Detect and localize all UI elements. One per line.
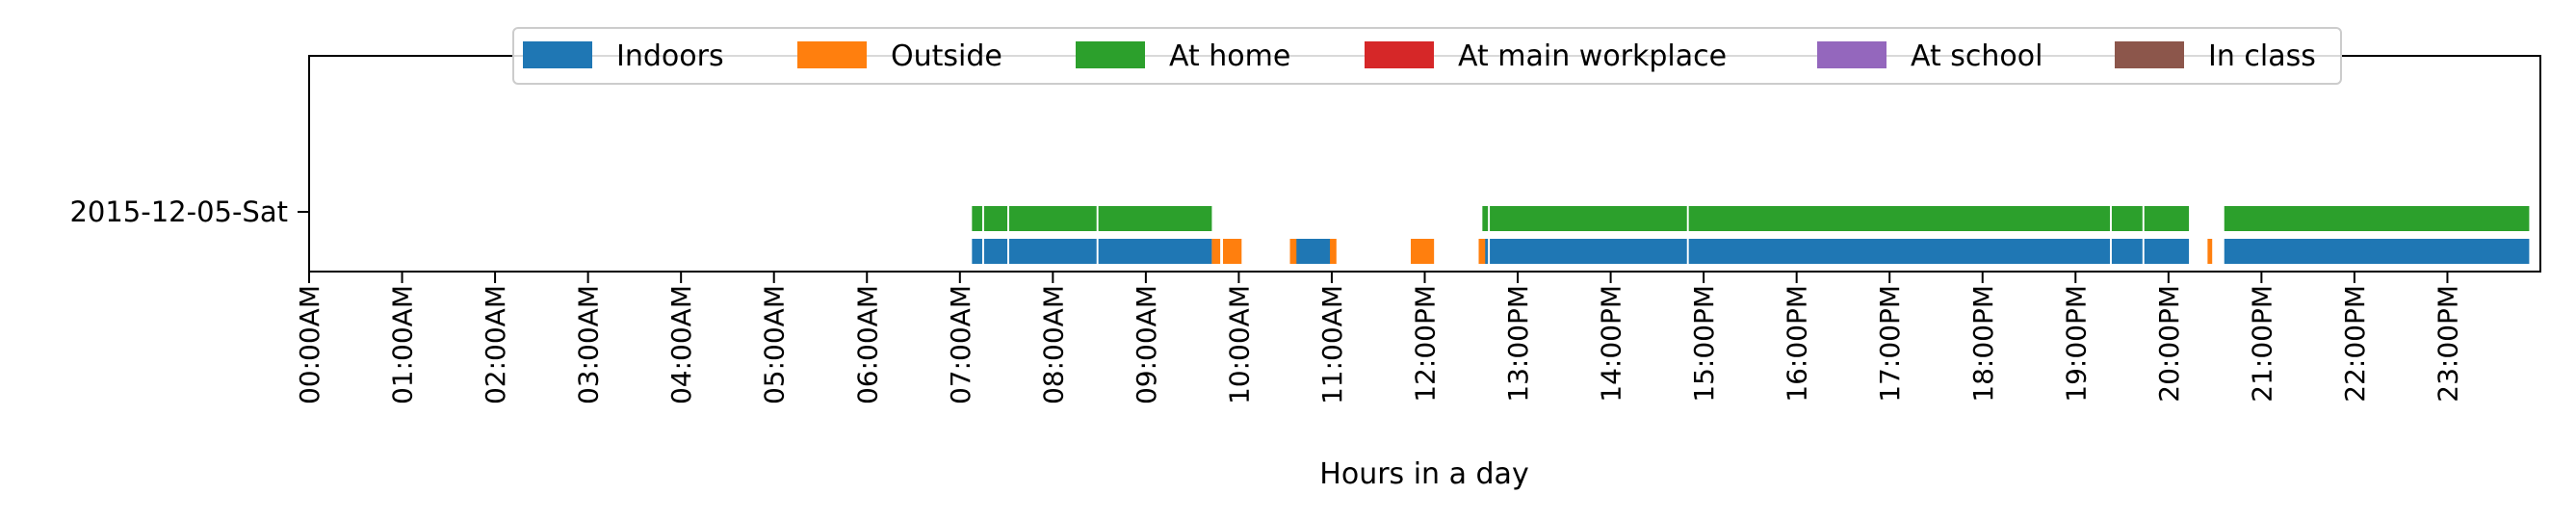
y-tick-label: 2015-12-05-Sat	[69, 195, 288, 228]
legend-swatch	[1076, 41, 1145, 68]
x-tick-label: 13:00PM	[1502, 285, 1534, 403]
x-tick-label: 12:00PM	[1410, 285, 1442, 403]
x-tick-label: 03:00AM	[573, 285, 605, 404]
x-tick-label: 18:00PM	[1967, 285, 1999, 403]
x-tick-label: 05:00AM	[759, 285, 791, 404]
x-tick-label: 04:00AM	[665, 285, 697, 404]
indoors-bar	[1291, 239, 1332, 264]
x-tick-label: 20:00PM	[2153, 285, 2185, 403]
x-tick-label: 22:00PM	[2339, 285, 2371, 403]
x-tick-label: 15:00PM	[1688, 285, 1720, 403]
outside-bar	[1411, 239, 1435, 264]
at-home-bar	[2224, 206, 2530, 231]
at-home-bar	[1688, 206, 2111, 231]
x-tick-label: 09:00AM	[1131, 285, 1162, 404]
x-tick-label: 01:00AM	[387, 285, 419, 404]
indoors-bar	[972, 239, 982, 264]
x-tick-label: 21:00PM	[2246, 285, 2277, 403]
x-tick-label: 06:00AM	[851, 285, 883, 404]
at-home-bar	[1482, 206, 1489, 231]
x-axis: 00:00AM 01:00AM 02:00AM 03:00AM 04:00AM 05:00…	[294, 272, 2463, 404]
at-home-bar	[1098, 206, 1212, 231]
legend-swatch	[1365, 41, 1434, 68]
legend: Indoors Outside At home At main workplace At…	[512, 27, 2342, 85]
legend-label: Indoors	[616, 39, 724, 73]
legend-swatch	[797, 41, 867, 68]
legend-label: At main workplace	[1458, 39, 1727, 73]
indoors-bar	[2111, 239, 2143, 264]
x-tick-label: 02:00AM	[480, 285, 511, 404]
indoors-bar	[2144, 239, 2190, 264]
outside-bar	[1211, 239, 1221, 264]
at-home-bar	[2111, 206, 2143, 231]
outside-bar	[1289, 239, 1297, 264]
x-tick-label: 16:00PM	[1782, 285, 1813, 403]
at-home-bar	[2144, 206, 2190, 231]
x-tick-label: 08:00AM	[1037, 285, 1069, 404]
at-home-bar	[972, 206, 982, 231]
bars-layer	[972, 206, 2530, 264]
outside-bar	[2207, 239, 2213, 264]
indoors-bar	[1008, 239, 1097, 264]
outside-bar	[1478, 239, 1486, 264]
x-tick-label: 10:00AM	[1223, 285, 1255, 404]
x-tick-label: 14:00PM	[1596, 285, 1627, 403]
x-axis-label: Hours in a day	[1319, 457, 1528, 491]
x-tick-label: 23:00PM	[2432, 285, 2463, 403]
x-tick-label: 00:00AM	[294, 285, 325, 404]
legend-label: In class	[2208, 39, 2316, 73]
y-axis: 2015-12-05-Sat	[69, 195, 309, 228]
x-tick-label: 19:00PM	[2060, 285, 2092, 403]
at-home-bar	[1490, 206, 1687, 231]
legend-swatch	[523, 41, 592, 68]
at-home-bar	[1008, 206, 1097, 231]
indoors-bar	[1490, 239, 1687, 264]
legend-label: At home	[1169, 39, 1290, 73]
x-tick-label: 17:00PM	[1874, 285, 1906, 403]
x-tick-label: 07:00AM	[945, 285, 976, 404]
x-tick-label: 11:00AM	[1316, 285, 1348, 404]
legend-swatch	[2115, 41, 2184, 68]
legend-label: At school	[1911, 39, 2043, 73]
indoors-bar	[1098, 239, 1212, 264]
at-home-bar	[983, 206, 1008, 231]
indoors-bar	[1688, 239, 2111, 264]
outside-bar	[1223, 239, 1242, 264]
legend-label: Outside	[891, 39, 1002, 73]
legend-swatch	[1817, 41, 1886, 68]
outside-bar	[1330, 239, 1337, 264]
indoors-bar	[983, 239, 1008, 264]
indoors-bar	[2224, 239, 2530, 264]
